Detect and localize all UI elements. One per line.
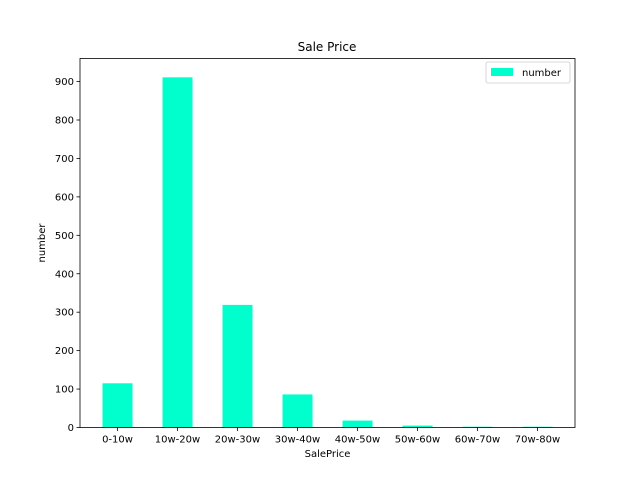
y-tick-label: 300 bbox=[55, 308, 74, 319]
x-tick-label: 40w-50w bbox=[335, 435, 380, 446]
y-tick-label: 900 bbox=[55, 77, 74, 88]
x-axis-ticks: 0-10w 10w-20w 20w-30w 30w-40w 40w-50w 50w-60w… bbox=[102, 427, 560, 446]
y-tick-label: 200 bbox=[55, 346, 74, 357]
y-tick-label: 100 bbox=[55, 385, 74, 396]
x-tick-label: 60w-70w bbox=[455, 435, 500, 446]
x-tick-label: 0-10w bbox=[102, 435, 133, 446]
chart-title: Sale Price bbox=[298, 40, 357, 54]
y-tick-label: 700 bbox=[55, 154, 74, 165]
bar-40w-50w bbox=[342, 420, 373, 428]
bar-20w-30w bbox=[222, 304, 253, 428]
y-tick-label: 800 bbox=[55, 116, 74, 127]
y-tick-label: 600 bbox=[55, 192, 74, 203]
legend-label: number bbox=[522, 68, 562, 79]
x-tick-label: 10w-20w bbox=[155, 435, 200, 446]
legend-box bbox=[485, 61, 571, 84]
x-axis-title: SalePrice bbox=[305, 449, 351, 460]
bar-0-10w bbox=[102, 383, 133, 428]
bars-group bbox=[102, 77, 553, 428]
plot-area-frame bbox=[79, 58, 576, 428]
legend-swatch bbox=[491, 68, 513, 76]
bar-50w-60w bbox=[402, 425, 433, 428]
bar-10w-20w bbox=[162, 77, 193, 428]
x-tick-label: 50w-60w bbox=[395, 435, 440, 446]
x-tick-label: 70w-80w bbox=[515, 435, 560, 446]
y-axis-title: number bbox=[37, 223, 48, 263]
bar-30w-40w bbox=[282, 394, 313, 428]
y-axis-ticks: 0 100 200 300 400 500 600 700 800 900 bbox=[55, 77, 80, 434]
legend: number bbox=[485, 61, 571, 84]
y-tick-label: 400 bbox=[55, 269, 74, 280]
y-tick-label: 0 bbox=[68, 423, 74, 434]
x-tick-label: 20w-30w bbox=[215, 435, 260, 446]
y-tick-label: 500 bbox=[55, 231, 74, 242]
x-tick-label: 30w-40w bbox=[275, 435, 320, 446]
